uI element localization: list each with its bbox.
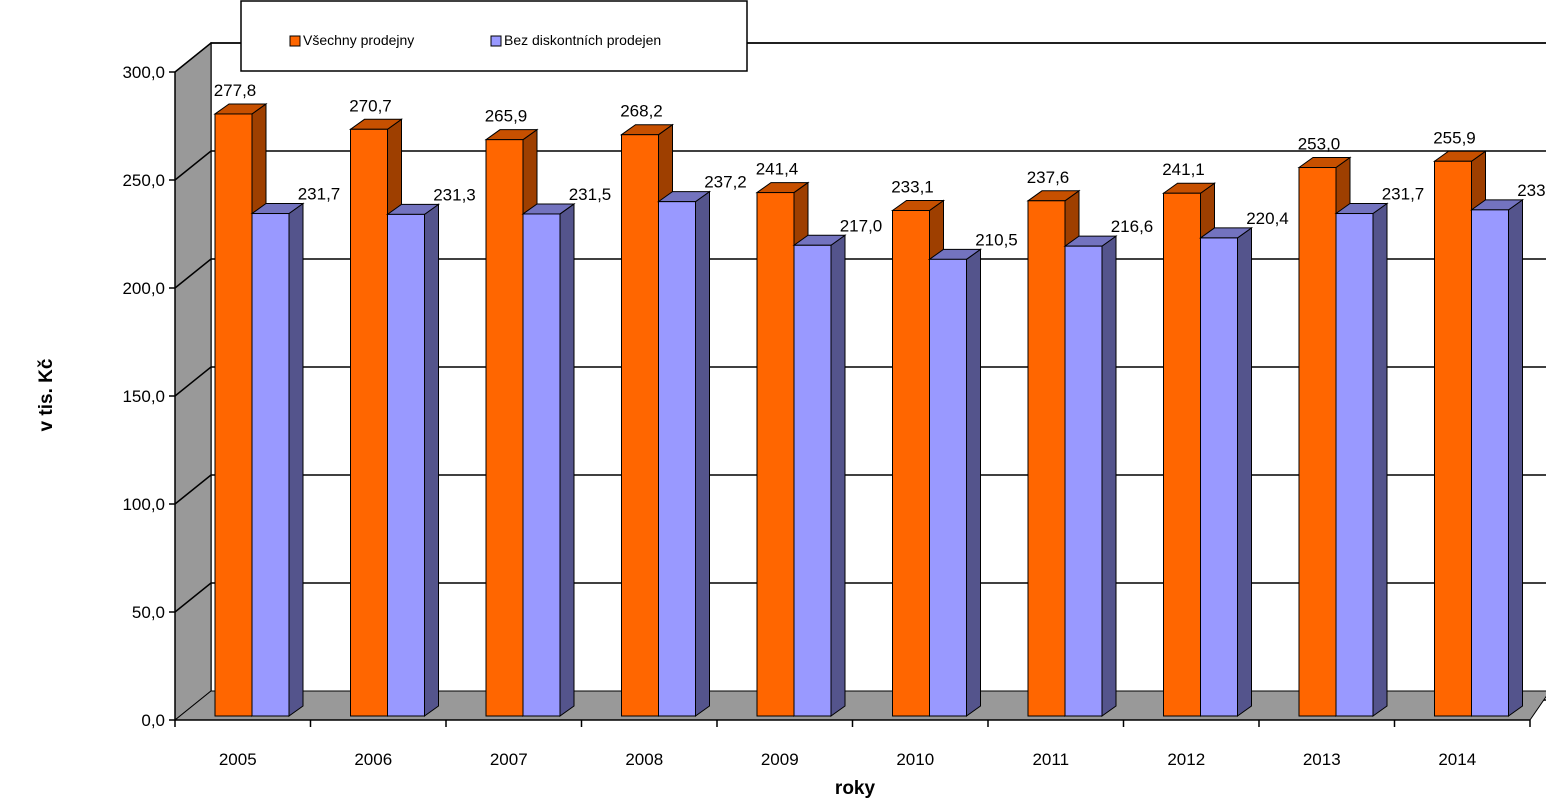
bar-bez-diskontnich [1469, 198, 1525, 717]
gridline [174, 150, 1546, 181]
bar-bez-diskontnich-side [1372, 202, 1388, 717]
bar-bez-diskontnich [521, 202, 576, 717]
bar-bez-diskontnich-side [695, 190, 710, 717]
bar-bez-diskontnich-front [1200, 237, 1238, 717]
legend-label-bez-diskontnich: Bez diskontních prodejen [504, 32, 661, 48]
x-tick-label: 2006 [354, 750, 392, 769]
bar-bez-diskontnich-side [424, 203, 439, 717]
bar-vsechny-prodejny-front [1163, 192, 1201, 717]
data-label: 231,7 [298, 185, 341, 204]
bar-bez-diskontnich-front [522, 213, 561, 717]
bar-bez-diskontnich [250, 202, 305, 717]
x-axis-title: roky [835, 778, 876, 799]
bar-bez-diskontnich-side [288, 202, 304, 717]
bar-bez-diskontnich-side [1237, 226, 1252, 717]
y-tick-label: 250,0 [122, 171, 165, 190]
axes [169, 71, 1531, 727]
bar-vsechny-prodejny-front [1298, 167, 1337, 717]
data-label: 270,7 [349, 96, 392, 115]
bar-bez-diskontnich [1198, 226, 1254, 717]
y-tick-label: 100,0 [122, 495, 165, 514]
x-tick-label: 2010 [896, 750, 934, 769]
bars [213, 102, 1525, 717]
data-label: 241,4 [756, 160, 799, 179]
bar-vsechny-prodejny-front [621, 134, 659, 717]
data-label: 210,5 [975, 230, 1018, 249]
bar-vsechny-prodejny-front [756, 192, 795, 717]
bar-bez-diskontnich [792, 234, 847, 717]
data-label: 233,1 [891, 178, 934, 197]
data-label: 216,6 [1111, 217, 1154, 236]
x-tick-label: 2008 [625, 750, 663, 769]
legend-label-vsechny-prodejny: Všechny prodejny [303, 32, 414, 48]
bar-bez-diskontnich-front [929, 258, 967, 717]
y-tick-label: 150,0 [122, 387, 165, 406]
bar-bez-diskontnich-side [1101, 235, 1117, 717]
data-label: 217,0 [840, 216, 883, 235]
x-tick-label: 2011 [1032, 750, 1069, 769]
bar-vsechny-prodejny-front [1434, 160, 1472, 717]
bar-vsechny-prodejny-front [214, 113, 253, 717]
bar-vsechny-prodejny-front [350, 128, 388, 717]
bar-bez-diskontnich-front [251, 213, 290, 717]
bar-bez-diskontnich [927, 248, 983, 717]
x-tick-label: 2013 [1303, 750, 1341, 769]
x-tick-label: 2012 [1167, 750, 1205, 769]
data-label: 237,2 [704, 173, 747, 192]
bar-bez-diskontnich-front [658, 201, 696, 717]
legend-swatch-bez-diskontnich [490, 35, 502, 47]
data-label: 277,8 [214, 81, 257, 100]
bar-bez-diskontnich-side [830, 234, 846, 717]
data-label: 265,9 [485, 107, 528, 126]
x-tick-label: 2014 [1438, 750, 1476, 769]
bar-bez-diskontnich [656, 190, 712, 717]
bar-vsechny-prodejny-front [892, 210, 930, 717]
x-tick-label: 2007 [490, 750, 528, 769]
bar-bez-diskontnich-front [1335, 213, 1374, 717]
data-label: 231,5 [569, 185, 612, 204]
y-tick-label: 200,0 [122, 279, 165, 298]
data-label: 268,2 [620, 102, 663, 121]
legend: Všechny prodejny Bez diskontních prodeje… [240, 0, 748, 72]
tick-labels: 0,0 50,0 100,0 150,0 200,0 250,0 300,0 2005 2006… [122, 63, 1476, 769]
bar-bez-diskontnich [1334, 202, 1389, 717]
legend-swatch-vsechny-prodejny [289, 35, 301, 47]
data-labels: 277,8 231,7 270,7 231,3 265,9 231,5 268,2 237,2… [214, 81, 1546, 249]
bar-bez-diskontnich [385, 203, 441, 717]
data-label: 233,4 [1517, 181, 1546, 200]
bar-bez-diskontnich [1063, 235, 1118, 717]
x-tick-label: 2009 [761, 750, 799, 769]
data-label: 241,1 [1162, 160, 1205, 179]
data-label: 231,3 [433, 185, 476, 204]
y-tick-label: 0,0 [141, 711, 165, 730]
bar-vsechny-prodejny-front [485, 139, 524, 717]
data-label: 255,9 [1433, 128, 1476, 147]
bar-vsechny-prodejny-front [1027, 200, 1066, 717]
data-label: 237,6 [1027, 168, 1070, 187]
gridline [174, 42, 1546, 73]
y-axis-title: v tis. Kč [36, 358, 57, 431]
data-label: 220,4 [1246, 209, 1289, 228]
x-tick-label: 2005 [219, 750, 257, 769]
bar-bez-diskontnich-front [1064, 245, 1103, 717]
data-label: 231,7 [1382, 185, 1425, 204]
y-tick-label: 50,0 [132, 603, 165, 622]
bar-bez-diskontnich-front [793, 244, 832, 717]
bar-bez-diskontnich-front [1471, 209, 1509, 717]
bar-bez-diskontnich-side [1508, 198, 1523, 717]
y-tick-label: 300,0 [122, 63, 165, 82]
bar-bez-diskontnich-front [387, 213, 425, 717]
bar-bez-diskontnich-side [559, 202, 575, 717]
data-label: 253,0 [1298, 135, 1341, 154]
bar-bez-diskontnich-side [966, 248, 981, 717]
